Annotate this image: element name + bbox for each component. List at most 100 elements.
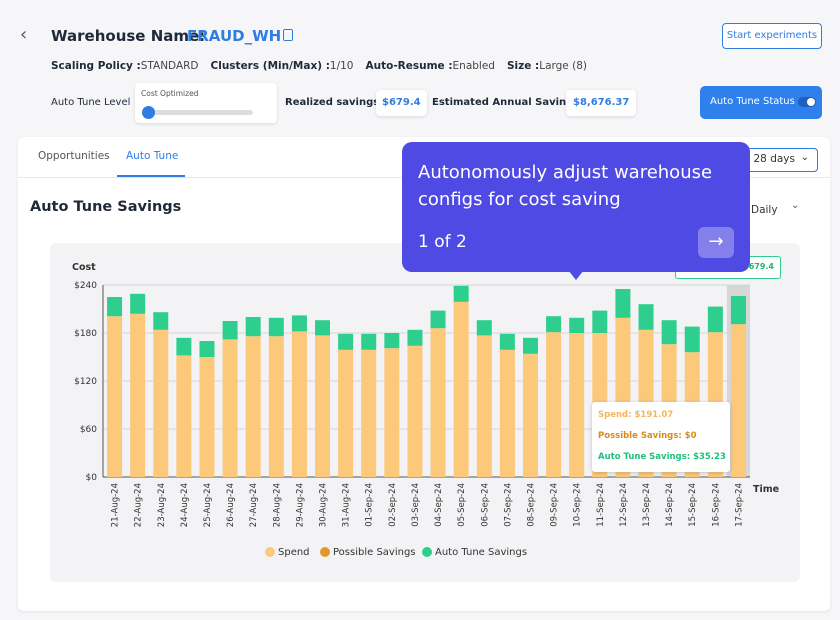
slider-track xyxy=(147,110,253,115)
detail-value: Enabled xyxy=(452,60,495,72)
bar-segment xyxy=(107,297,123,317)
y-axis-title: Cost xyxy=(72,262,96,273)
chevron: ⌄ xyxy=(800,152,809,163)
hover-row: Possible Savings: $0 xyxy=(598,431,697,441)
popover-pointer xyxy=(568,270,584,280)
bar-segment xyxy=(130,313,146,477)
bar-segment xyxy=(384,348,400,477)
toggle[interactable] xyxy=(798,97,816,107)
y-tick-label: $180 xyxy=(74,329,97,339)
tab[interactable]: Opportunities xyxy=(38,150,110,162)
granularity-text[interactable]: Daily xyxy=(751,204,778,216)
copy-icon[interactable] xyxy=(283,29,293,41)
onboarding-popover: Autonomously adjust warehouse configs fo… xyxy=(402,142,750,280)
x-tick-label: 06-Sep-24 xyxy=(480,483,490,527)
onboarding-text: Autonomously adjust warehouse configs fo… xyxy=(418,162,713,210)
detail-label: Size : xyxy=(506,60,540,72)
x-tick-label: 14-Sep-24 xyxy=(665,483,675,527)
bar-segment xyxy=(707,306,723,333)
x-tick-label: 04-Sep-24 xyxy=(434,483,444,527)
y-tick-label: $60 xyxy=(80,425,97,435)
detail-label: Clusters (Min/Max) : xyxy=(210,60,330,72)
x-tick-label: 28-Aug-24 xyxy=(272,483,282,527)
detail-label: Auto-Resume : xyxy=(365,60,453,72)
tab-active[interactable]: Auto Tune xyxy=(126,150,179,162)
x-tick-label: 10-Sep-24 xyxy=(573,483,583,527)
bar-segment xyxy=(476,335,492,477)
tab-underline xyxy=(117,175,185,177)
slider-knob xyxy=(142,106,155,119)
bar-segment xyxy=(199,341,215,357)
bar-segment xyxy=(245,336,261,477)
legend-swatch xyxy=(265,547,275,557)
y-tick-label: $0 xyxy=(86,473,98,483)
legend-label: Possible Savings xyxy=(333,547,416,558)
hover-value: $0 xyxy=(684,431,697,441)
bar-segment xyxy=(407,345,423,477)
back-arrow[interactable]: ‹ xyxy=(20,24,28,45)
bar-segment xyxy=(730,295,746,325)
x-tick-label: 26-Aug-24 xyxy=(226,483,236,527)
bar-segment xyxy=(546,316,562,333)
bar-segment xyxy=(199,357,215,477)
x-tick-label: 12-Sep-24 xyxy=(619,483,629,527)
detail-value: Large (8) xyxy=(539,60,587,72)
x-tick-label: 09-Sep-24 xyxy=(550,483,560,527)
onboarding-step: 1 of 2 xyxy=(418,232,467,252)
hover-value: $35.23 xyxy=(693,452,726,462)
hover-row: Auto Tune Savings: $35.23 xyxy=(598,452,726,462)
detail: Auto-Resume :Enabled xyxy=(365,60,494,72)
level-slider[interactable]: Cost Optimized xyxy=(135,83,277,123)
details-row: Scaling Policy :STANDARD Clusters (Min/Ma… xyxy=(51,60,599,72)
x-tick-label: 02-Sep-24 xyxy=(388,483,398,527)
bar-segment xyxy=(222,339,238,477)
bar-segment xyxy=(268,317,284,337)
bar-segment xyxy=(430,328,446,477)
bar-segment xyxy=(361,349,377,477)
auto-tune-level-label: Auto Tune Level xyxy=(51,97,131,108)
x-tick-label: 13-Sep-24 xyxy=(642,483,652,527)
realized-label: Realized savings: xyxy=(285,97,384,108)
section-title: Auto Tune Savings xyxy=(30,199,182,215)
legend-label: Auto Tune Savings xyxy=(435,547,527,558)
bar-segment xyxy=(107,316,123,477)
next-button[interactable]: → xyxy=(698,227,734,258)
bar-segment xyxy=(546,332,562,477)
bar-segment xyxy=(522,353,538,477)
chevron: ⌄ xyxy=(791,200,800,211)
bar-segment xyxy=(430,310,446,329)
bar-segment xyxy=(268,336,284,477)
auto-tune-status-button[interactable]: Auto Tune Status xyxy=(700,86,822,119)
annual-label: Estimated Annual Savings: xyxy=(432,97,584,108)
detail: Clusters (Min/Max) :1/10 xyxy=(211,60,354,72)
bar-segment xyxy=(130,293,146,314)
bar-segment xyxy=(569,317,585,333)
x-tick-label: 03-Sep-24 xyxy=(411,483,421,527)
bar-segment xyxy=(315,335,331,477)
bar-segment xyxy=(638,304,654,330)
start-experiments-button[interactable]: Start experiments xyxy=(722,23,822,49)
bar-segment xyxy=(499,333,515,350)
detail-value: STANDARD xyxy=(140,60,199,72)
x-tick-label: 23-Aug-24 xyxy=(157,483,167,527)
x-axis-title: Time xyxy=(753,484,779,495)
bar-segment xyxy=(338,333,354,350)
legend-label: Spend xyxy=(278,547,310,558)
bar-segment xyxy=(361,333,377,350)
bar-segment xyxy=(315,320,331,336)
x-tick-label: 05-Sep-24 xyxy=(457,483,467,527)
legend-swatch xyxy=(320,547,330,557)
bar-segment xyxy=(291,331,307,477)
warehouse-label: Warehouse Name: xyxy=(51,27,206,45)
bar-segment xyxy=(453,301,469,477)
bar-segment xyxy=(384,333,400,349)
hover-label: Auto Tune Savings: xyxy=(598,452,691,462)
x-tick-label: 08-Sep-24 xyxy=(526,483,536,527)
bar-segment xyxy=(245,317,261,337)
x-tick-label: 16-Sep-24 xyxy=(711,483,721,527)
hover-value: $191.07 xyxy=(634,410,674,420)
hover-label: Spend: xyxy=(598,410,632,420)
bar-segment xyxy=(153,312,169,330)
